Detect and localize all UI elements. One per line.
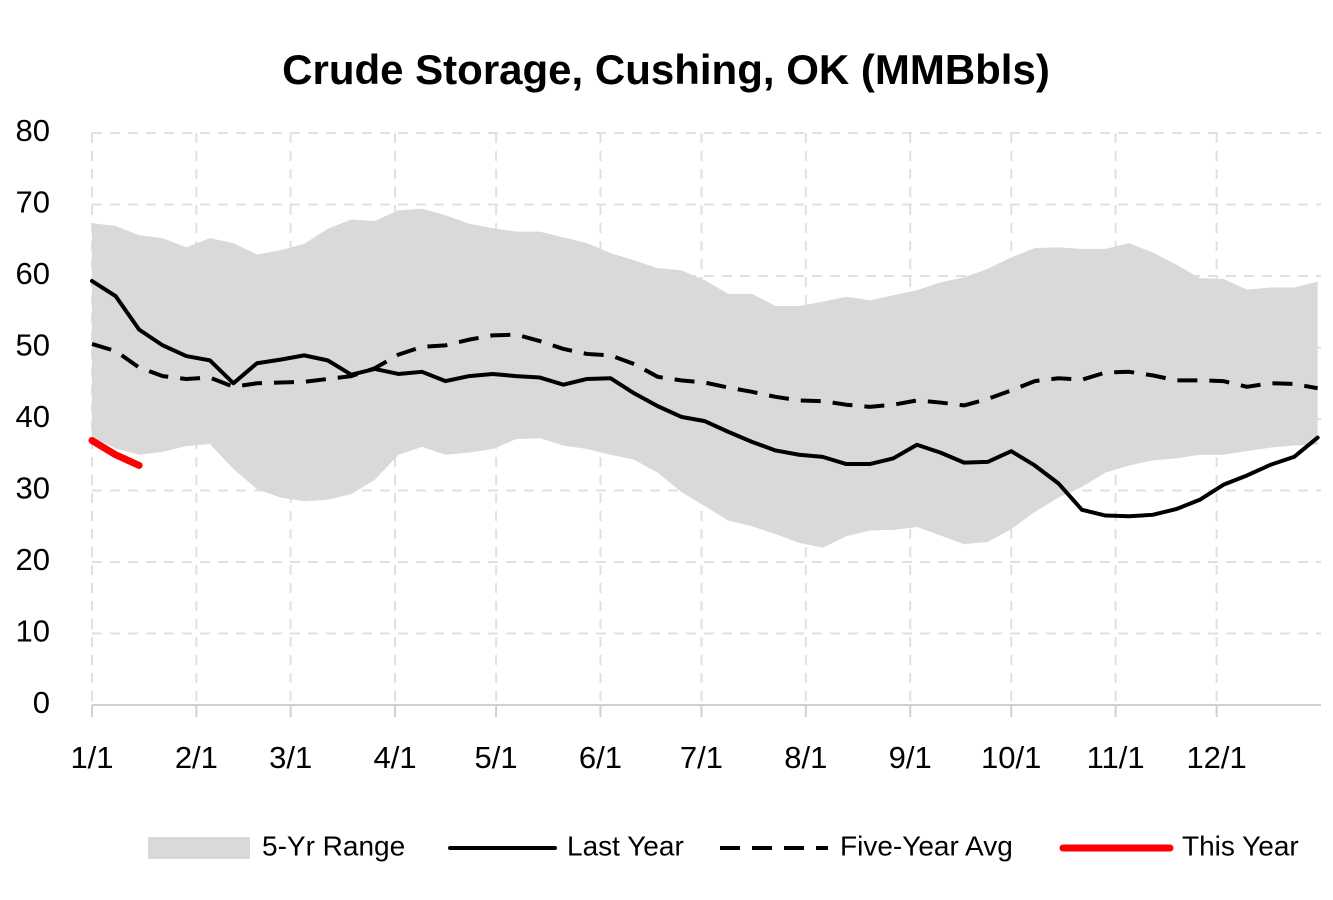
axes: 0 10 20 30 40 50 60 70 80 1/1 2/1 3/1 4/1 5/1 6/1 7/1 8/… — [16, 113, 1321, 775]
legend-label: This Year — [1182, 830, 1299, 861]
y-tick-label: 30 — [16, 471, 50, 506]
x-tick-label: 6/1 — [579, 740, 622, 775]
plot — [88, 208, 1320, 548]
x-tick-label: 8/1 — [784, 740, 827, 775]
x-tick-label: 12/1 — [1186, 740, 1246, 775]
x-tick-label: 10/1 — [981, 740, 1041, 775]
x-tick-label: 5/1 — [475, 740, 518, 775]
x-tick-label: 9/1 — [889, 740, 932, 775]
y-tick-label: 70 — [16, 185, 50, 220]
y-tick-label: 0 — [33, 685, 50, 720]
y-tick-label: 60 — [16, 256, 50, 291]
x-tick-label: 11/1 — [1087, 740, 1145, 775]
y-tick-label: 20 — [16, 542, 50, 577]
y-tick-label: 40 — [16, 399, 50, 434]
legend: 5-Yr Range Last Year Five-Year Avg This Yea… — [148, 830, 1299, 861]
series-line — [88, 436, 143, 469]
legend-label: Last Year — [567, 830, 684, 861]
legend-label: 5-Yr Range — [262, 830, 405, 861]
x-tick-label: 4/1 — [373, 740, 416, 775]
y-tick-label: 10 — [16, 614, 50, 649]
series-line — [90, 279, 1320, 519]
legend-swatch — [148, 837, 250, 859]
chart-title: Crude Storage, Cushing, OK (MMBbls) — [282, 46, 1050, 93]
x-tick-label: 3/1 — [269, 740, 312, 775]
x-tick-label: 7/1 — [680, 740, 723, 775]
range-area — [92, 208, 1318, 548]
legend-label: Five-Year Avg — [840, 830, 1013, 861]
x-tick-label: 1/1 — [70, 740, 113, 775]
y-tick-label: 80 — [16, 113, 50, 148]
y-tick-label: 50 — [16, 328, 50, 363]
x-tick-label: 2/1 — [175, 740, 218, 775]
